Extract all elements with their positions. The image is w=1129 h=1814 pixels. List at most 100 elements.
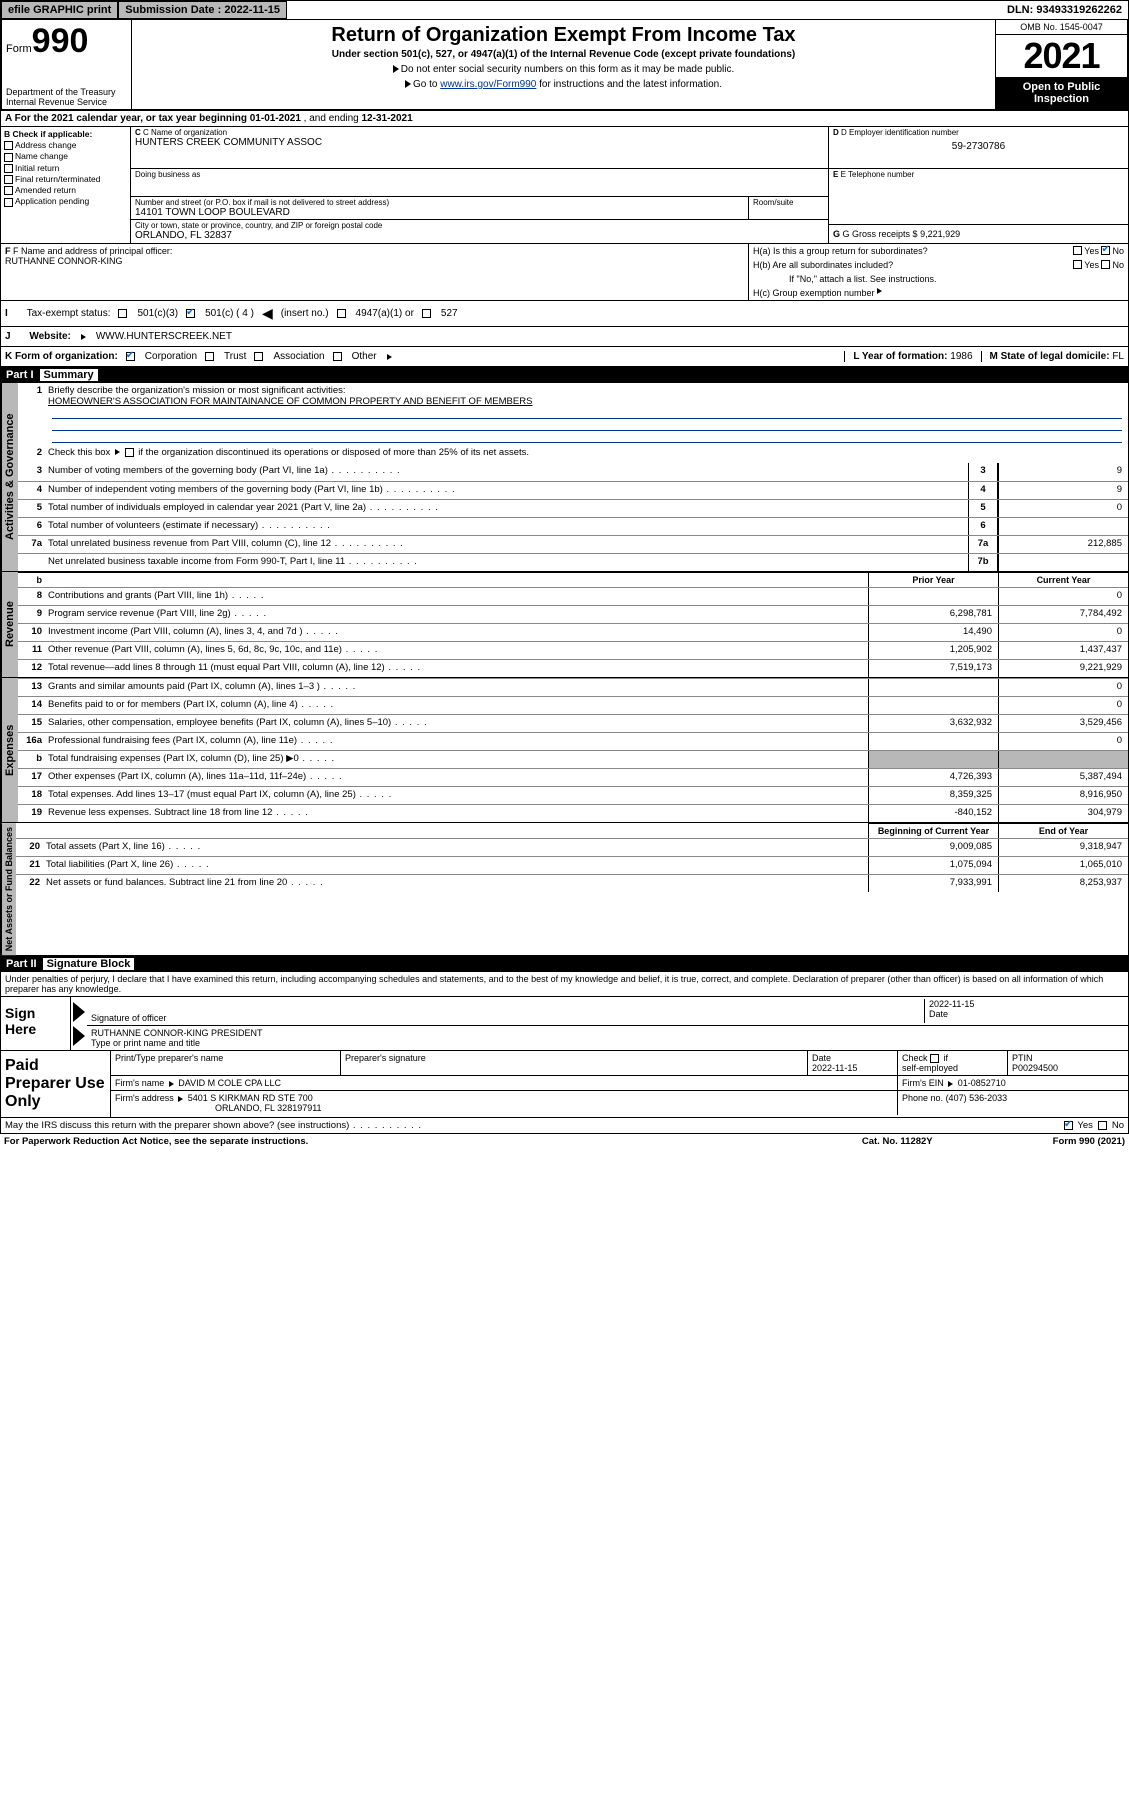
netassets-content: Beginning of Current Year End of Year 20… xyxy=(16,823,1128,955)
top-bar: efile GRAPHIC print Submission Date : 20… xyxy=(0,0,1129,20)
yes-text: Yes xyxy=(1084,260,1099,270)
opt-other: Other xyxy=(352,351,377,362)
chk-initial-return[interactable]: Initial return xyxy=(4,163,127,173)
yf-value: 1986 xyxy=(950,351,972,362)
triangle-icon xyxy=(948,1081,953,1087)
line-16a: 16aProfessional fundraising fees (Part I… xyxy=(18,732,1128,750)
chk-app-pending[interactable]: Application pending xyxy=(4,196,127,206)
city-cell: City or town, state or province, country… xyxy=(131,220,828,242)
chk-assoc[interactable] xyxy=(254,352,263,361)
line-18: 18Total expenses. Add lines 13–17 (must … xyxy=(18,786,1128,804)
gross-label: G Gross receipts $ xyxy=(843,229,918,239)
discuss-yes[interactable] xyxy=(1064,1121,1073,1130)
triangle-icon xyxy=(393,65,399,73)
officer-label: F Name and address of principal officer: xyxy=(13,246,172,256)
open-to-public: Open to Public Inspection xyxy=(996,77,1127,109)
opt-assoc: Association xyxy=(273,351,324,362)
hb-no[interactable] xyxy=(1101,260,1110,269)
opt-501c3: 501(c)(3) xyxy=(137,308,178,319)
chk-address-change[interactable]: Address change xyxy=(4,140,127,150)
line-11: 11Other revenue (Part VIII, column (A), … xyxy=(18,641,1128,659)
chk-527[interactable] xyxy=(422,309,431,318)
chk-label: Application pending xyxy=(15,196,89,206)
chk-label: Name change xyxy=(15,151,68,161)
line-15: 15Salaries, other compensation, employee… xyxy=(18,714,1128,732)
state-domicile: M State of legal domicile: FL xyxy=(981,351,1124,362)
triangle-icon xyxy=(877,288,882,294)
prep-name-header: Print/Type preparer's name xyxy=(111,1051,341,1075)
addr-row: Number and street (or P.O. box if mail i… xyxy=(131,197,828,220)
ha-yes[interactable] xyxy=(1073,246,1082,255)
line-17: 17Other expenses (Part IX, column (A), l… xyxy=(18,768,1128,786)
chk-amended[interactable]: Amended return xyxy=(4,185,127,195)
declaration-text: Under penalties of perjury, I declare th… xyxy=(1,972,1128,997)
tab-netassets: Net Assets or Fund Balances xyxy=(1,823,16,955)
line-2: 2 Check this box if the organization dis… xyxy=(18,445,1128,463)
tab-activities: Activities & Governance xyxy=(1,383,18,571)
street-cell: Number and street (or P.O. box if mail i… xyxy=(131,197,748,220)
chk-4947[interactable] xyxy=(337,309,346,318)
col-eoy: End of Year xyxy=(998,823,1128,838)
firm-addr-label: Firm's address xyxy=(115,1093,176,1103)
submission-date-box: Submission Date : 2022-11-15 xyxy=(118,1,287,19)
arrow-icon xyxy=(73,1002,85,1022)
line-4: 4Number of independent voting members of… xyxy=(18,481,1128,499)
firm-addr1: 5401 S KIRKMAN RD STE 700 xyxy=(188,1093,313,1103)
part1-header: Part I Summary xyxy=(0,367,1129,383)
hb-note: If "No," attach a list. See instructions… xyxy=(749,272,1128,286)
line-13: 13Grants and similar amounts paid (Part … xyxy=(18,678,1128,696)
triangle-icon xyxy=(178,1096,183,1102)
gross-value: 9,221,929 xyxy=(920,229,960,239)
chk-self-employed[interactable] xyxy=(930,1054,939,1063)
form-header: Form990 Department of the Treasury Inter… xyxy=(0,20,1129,111)
sign-here-row: Sign Here Signature of officer 2022-11-1… xyxy=(1,997,1128,1050)
efile-print-button[interactable]: efile GRAPHIC print xyxy=(1,1,118,19)
revenue-content: b Prior Year Current Year 8Contributions… xyxy=(18,572,1128,677)
officer-info: F F Name and address of principal office… xyxy=(1,244,748,300)
yes-text: Yes xyxy=(1077,1120,1093,1131)
header-right: OMB No. 1545-0047 2021 Open to Public In… xyxy=(995,20,1127,109)
chk-corp[interactable] xyxy=(126,352,135,361)
phone-label: E Telephone number xyxy=(841,170,915,179)
dept-treasury: Department of the Treasury xyxy=(6,87,127,97)
chk-501c[interactable] xyxy=(186,309,195,318)
chk-trust[interactable] xyxy=(205,352,214,361)
chk-501c3[interactable] xyxy=(118,309,127,318)
phone-label: Phone no. xyxy=(902,1093,943,1103)
part2-title: Signature Block xyxy=(43,958,135,970)
header-mid: Return of Organization Exempt From Incom… xyxy=(132,20,995,109)
blank-line xyxy=(52,419,1122,431)
mission-text: HOMEOWNER'S ASSOCIATION FOR MAINTAINANCE… xyxy=(48,396,532,407)
preparer-grid: Print/Type preparer's name Preparer's si… xyxy=(111,1051,1128,1117)
hb-yes[interactable] xyxy=(1073,260,1082,269)
ha-line: H(a) Is this a group return for subordin… xyxy=(749,244,1128,258)
chk-discontinued[interactable] xyxy=(125,448,134,457)
line-10: 10Investment income (Part VIII, column (… xyxy=(18,623,1128,641)
section-activities: Activities & Governance 1 Briefly descri… xyxy=(1,383,1128,572)
chk-other[interactable] xyxy=(333,352,342,361)
irs-label: Internal Revenue Service xyxy=(6,97,127,107)
chk-name-change[interactable]: Name change xyxy=(4,151,127,161)
section-netassets: Net Assets or Fund Balances Beginning of… xyxy=(1,823,1128,955)
ha-no[interactable] xyxy=(1101,246,1110,255)
open-line1: Open to Public xyxy=(1000,81,1123,93)
discuss-no[interactable] xyxy=(1098,1121,1107,1130)
chk-label: Address change xyxy=(15,140,76,150)
triangle-icon xyxy=(387,354,392,360)
preparer-label: Paid Preparer Use Only xyxy=(1,1051,111,1117)
no-text: No xyxy=(1112,1120,1124,1131)
sign-here-label: Sign Here xyxy=(1,997,71,1050)
col-current: Current Year xyxy=(998,572,1128,587)
submission-date-label: Submission Date : xyxy=(125,4,221,16)
arrow-icon xyxy=(73,1026,85,1046)
sd-value: FL xyxy=(1112,351,1124,362)
form-label: Form990 xyxy=(6,22,127,61)
footer-mid: Cat. No. 11282Y xyxy=(862,1136,933,1147)
note-ssn: Do not enter social security numbers on … xyxy=(138,64,989,75)
street-label: Number and street (or P.O. box if mail i… xyxy=(135,198,744,207)
irs-link[interactable]: www.irs.gov/Form990 xyxy=(440,79,536,90)
part1-title: Summary xyxy=(40,369,98,381)
prep-row-3: Firm's address 5401 S KIRKMAN RD STE 700… xyxy=(111,1091,1128,1115)
chk-final-return[interactable]: Final return/terminated xyxy=(4,174,127,184)
col-b-title: B Check if applicable: xyxy=(4,129,92,139)
